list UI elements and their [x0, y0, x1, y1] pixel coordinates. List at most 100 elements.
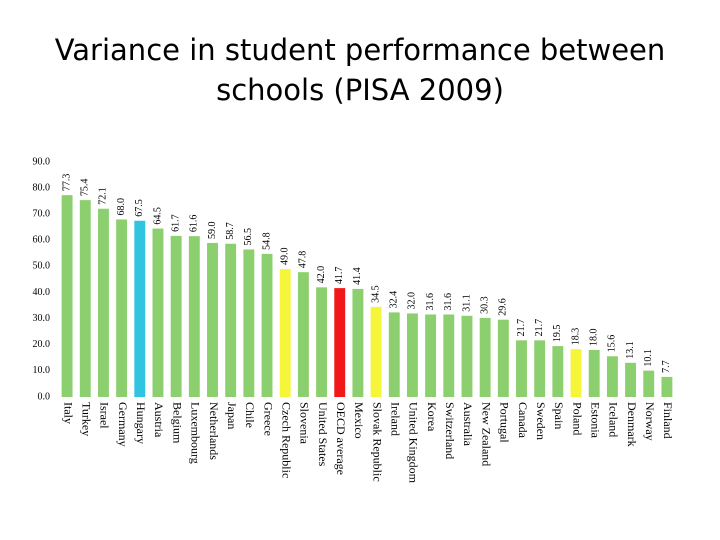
bar: [588, 350, 600, 397]
chart-title: Variance in student performance between …: [54, 33, 666, 107]
value-label: 41.7: [334, 267, 345, 285]
bar: [170, 235, 182, 397]
bar: [152, 228, 164, 397]
value-label: 7.7: [661, 360, 672, 373]
x-tick-label: Germany: [116, 402, 130, 447]
x-tick-label: Chile: [243, 402, 257, 428]
value-label: 47.8: [298, 251, 309, 269]
value-label: 61.7: [170, 214, 181, 232]
x-tick-label: Denmark: [625, 402, 639, 447]
y-tick-label: 60.0: [33, 235, 51, 246]
value-label: 10.1: [643, 349, 654, 367]
value-label: 75.4: [80, 179, 91, 197]
bar: [61, 195, 73, 397]
value-label: 77.3: [61, 174, 72, 192]
bar: [225, 243, 237, 397]
bar: [370, 306, 382, 397]
x-tick-label: Greece: [261, 402, 275, 436]
value-label: 31.1: [461, 294, 472, 312]
bar: [334, 288, 346, 397]
bar: [552, 346, 564, 397]
value-label: 29.6: [498, 298, 509, 315]
y-tick-label: 80.0: [33, 182, 51, 193]
bar: [534, 340, 546, 397]
x-tick-label: Luxembourg: [189, 402, 203, 464]
x-tick-label: Estonia: [588, 402, 602, 439]
x-tick-label: Finland: [661, 402, 675, 439]
value-label: 72.1: [98, 187, 109, 205]
x-tick-label: Hungary: [134, 402, 148, 444]
bar: [243, 249, 255, 397]
x-tick-label: Norway: [643, 402, 657, 441]
value-label: 31.6: [443, 293, 454, 311]
value-label: 30.3: [479, 296, 490, 314]
x-tick-label: Korea: [425, 402, 439, 432]
value-label: 58.7: [225, 222, 236, 240]
value-label: 13.1: [625, 341, 636, 359]
bar: [261, 253, 273, 397]
x-tick-label: Czech Republic: [279, 402, 293, 478]
y-tick-label: 20.0: [33, 339, 51, 350]
x-tick-label: Belgium: [170, 402, 184, 444]
value-label: 19.5: [552, 325, 563, 343]
y-tick-label: 0.0: [38, 391, 51, 402]
bar: [134, 220, 146, 397]
x-tick-label: Canada: [516, 402, 530, 439]
x-tick-label: Italy: [61, 402, 75, 424]
bar: [188, 236, 200, 397]
value-label: 61.6: [189, 215, 200, 233]
bar: [207, 242, 218, 397]
y-tick-label: 90.0: [33, 156, 51, 167]
x-tick-label: Austria: [152, 402, 166, 438]
bar: [406, 313, 418, 397]
x-tick-label: Slovenia: [298, 402, 312, 445]
bar: [97, 208, 109, 397]
bar: [297, 272, 309, 397]
value-label: 54.8: [261, 232, 272, 250]
x-tick-label: United Kingdom: [407, 402, 421, 484]
x-tick-label: Turkey: [80, 402, 94, 436]
x-tick-label: Japan: [225, 402, 239, 429]
x-tick-label: Portugal: [498, 402, 512, 443]
x-tick-label: Iceland: [607, 402, 621, 437]
y-tick-label: 30.0: [33, 313, 51, 324]
bar: [352, 288, 364, 397]
bar: [279, 269, 291, 397]
value-label: 41.4: [352, 267, 363, 285]
x-tick-label: Australia: [461, 402, 475, 447]
x-tick-label: Sweden: [534, 402, 548, 440]
value-label: 18.3: [570, 328, 581, 346]
value-label: 21.7: [534, 319, 545, 337]
value-label: 34.5: [370, 285, 381, 303]
bar: [625, 362, 637, 397]
x-tick-label: Spain: [552, 402, 566, 429]
value-label: 21.7: [516, 319, 527, 337]
value-label: 68.0: [116, 198, 127, 216]
x-tick-label: Mexico: [352, 402, 366, 439]
value-label: 49.0: [280, 248, 291, 266]
value-label: 32.4: [389, 291, 400, 309]
x-tick-label: New Zealand: [479, 402, 493, 466]
bar: [316, 287, 328, 397]
x-tick-label: Switzerland: [443, 402, 457, 459]
bar: [443, 314, 455, 397]
bar: [643, 370, 655, 397]
bar: [497, 319, 509, 397]
bar: [425, 314, 437, 397]
x-tick-label: United States: [316, 402, 330, 467]
value-label: 59.0: [207, 221, 218, 239]
bar: [116, 219, 128, 397]
bar: [606, 356, 618, 397]
value-label: 32.0: [407, 292, 418, 310]
value-label: 31.6: [425, 293, 436, 311]
x-tick-label: Ireland: [389, 402, 403, 436]
value-label: 15.6: [607, 335, 618, 353]
value-label: 42.0: [316, 266, 327, 284]
bar: [661, 376, 673, 397]
value-label: 67.5: [134, 199, 145, 217]
value-label: 56.5: [243, 228, 254, 246]
y-tick-label: 40.0: [33, 287, 51, 298]
bar: [461, 315, 473, 397]
